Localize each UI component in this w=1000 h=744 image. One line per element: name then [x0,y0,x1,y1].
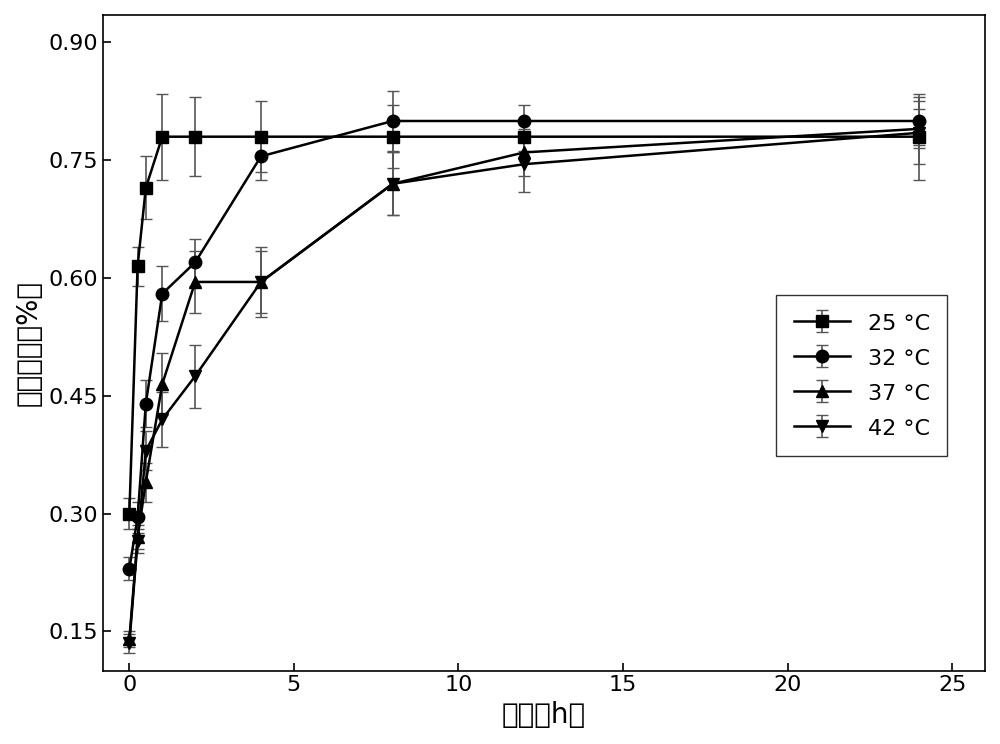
X-axis label: 时间（h）: 时间（h） [502,701,586,729]
Y-axis label: 氯释放量（%）: 氯释放量（%） [15,280,43,405]
Legend: 25 °C, 32 °C, 37 °C, 42 °C: 25 °C, 32 °C, 37 °C, 42 °C [776,295,947,457]
